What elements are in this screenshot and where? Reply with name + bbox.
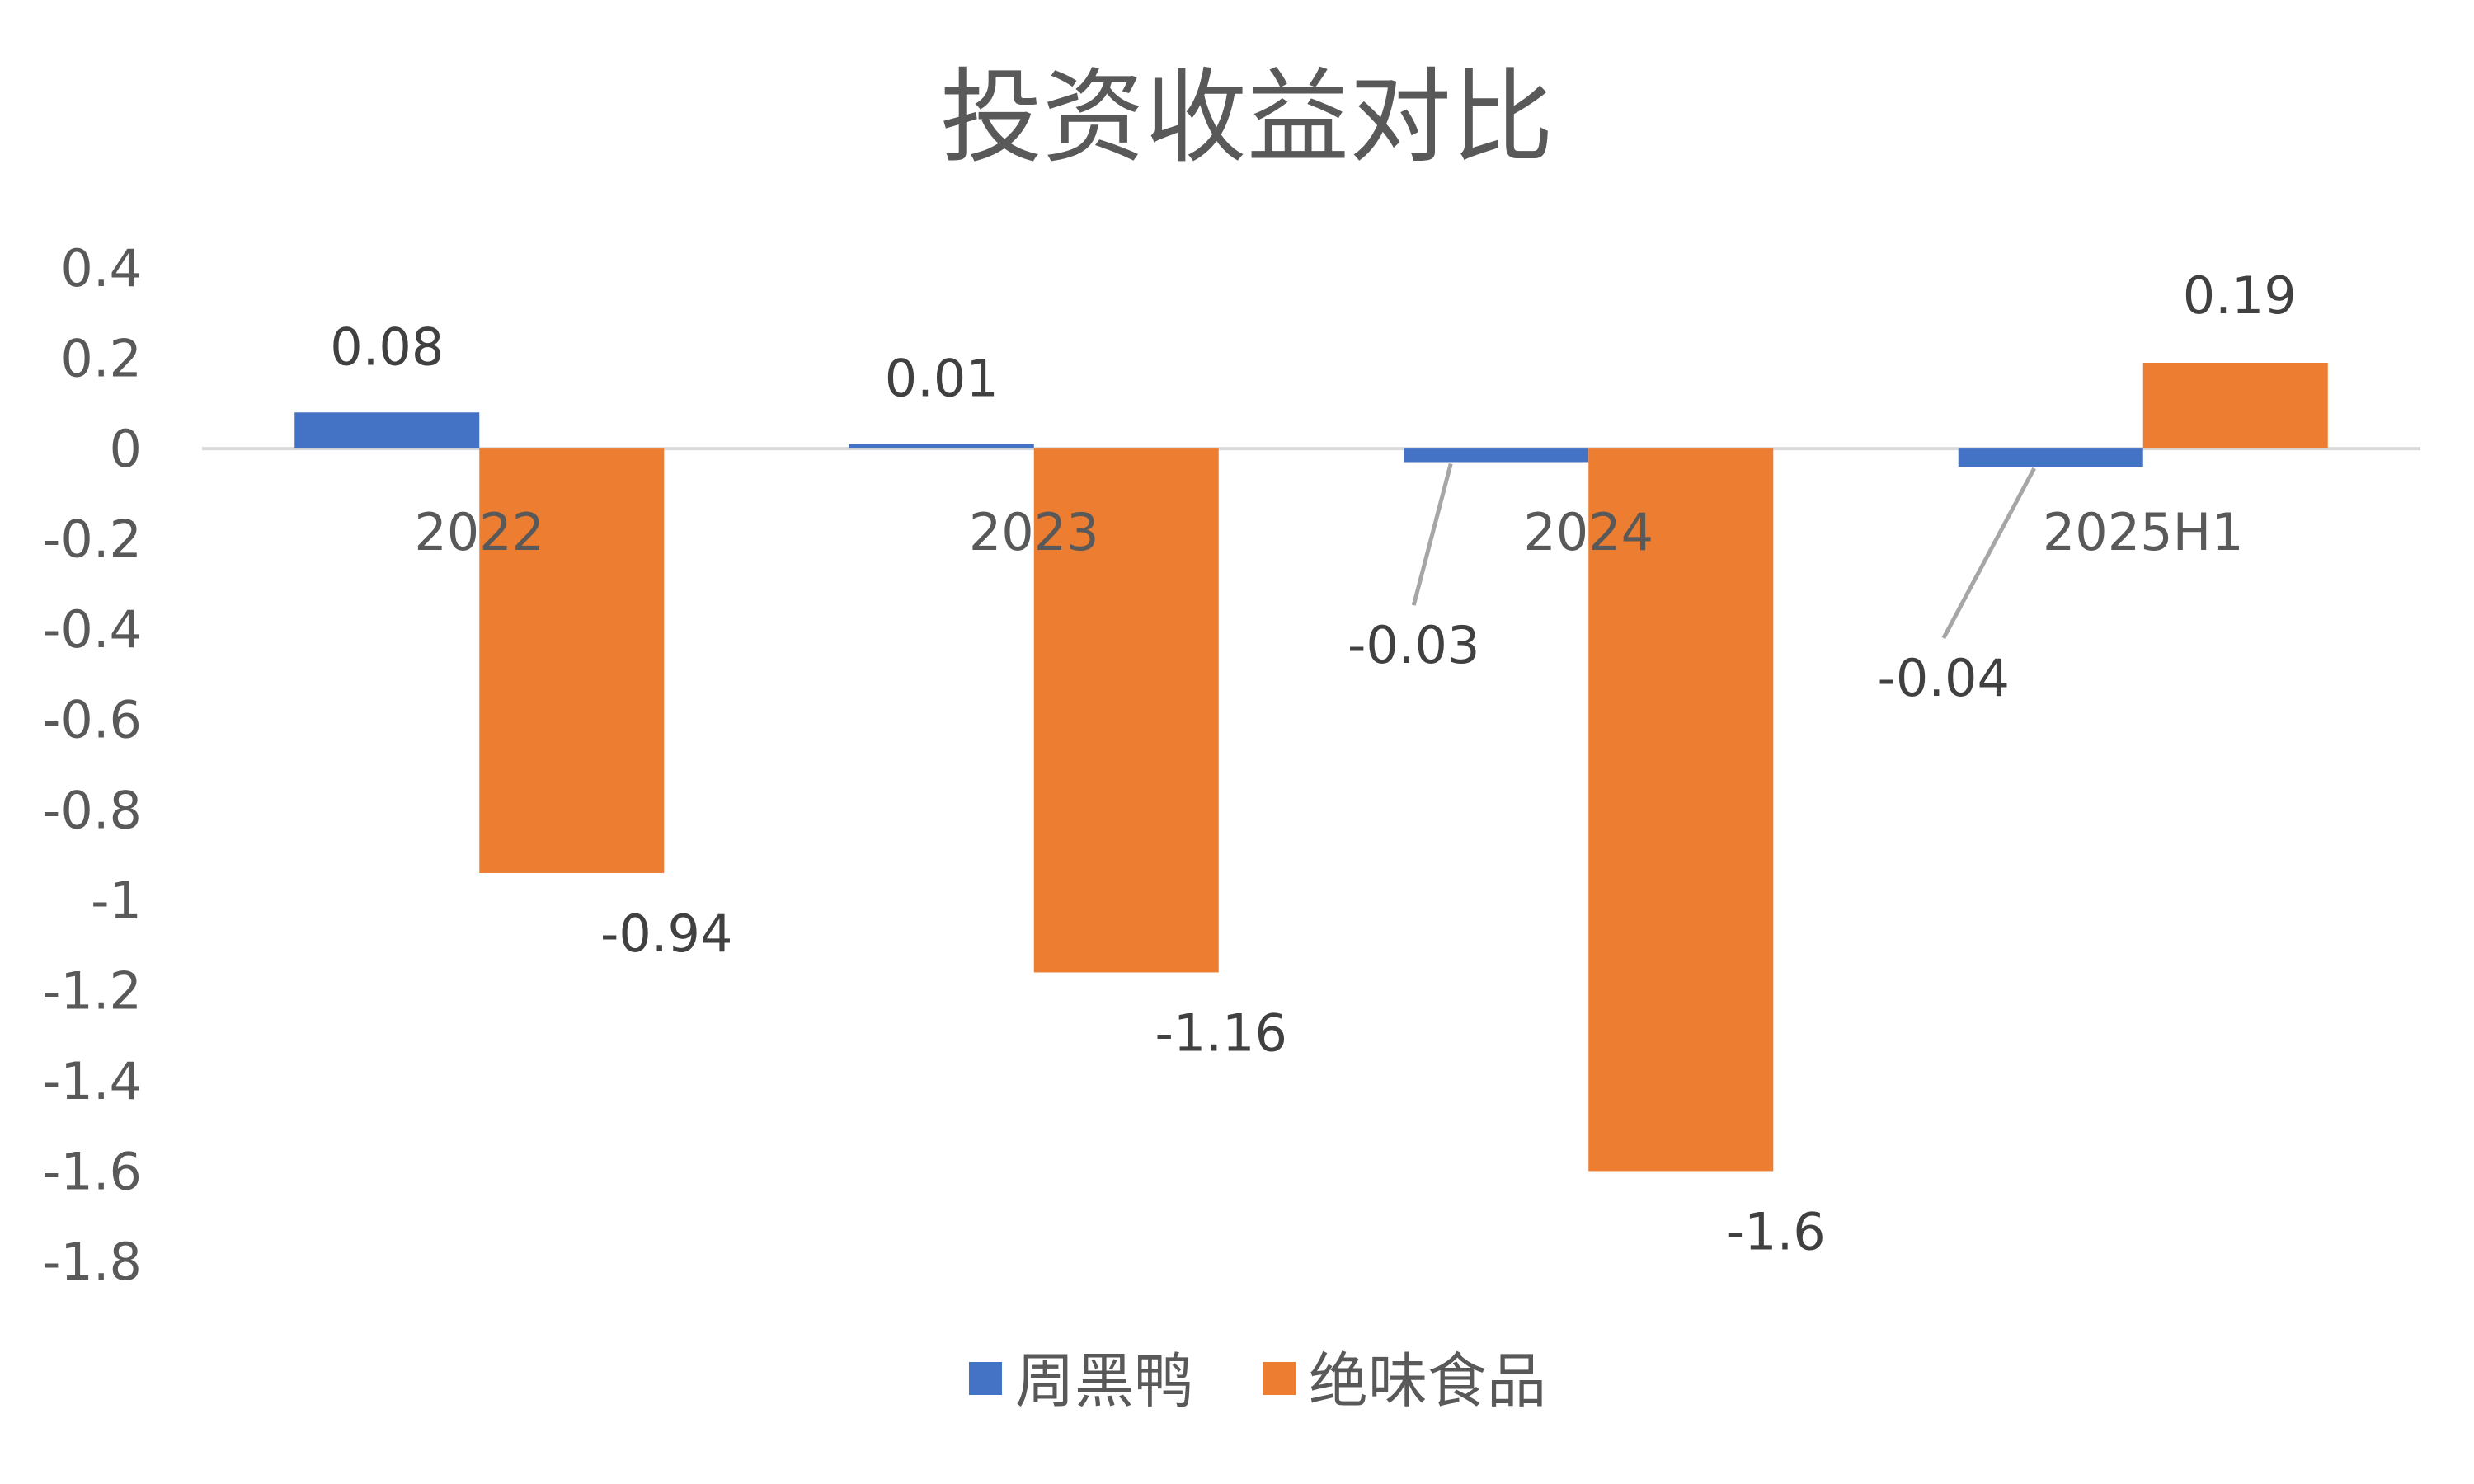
data-labels: 0.08 -0.94 0.01 -1.16 -0.03 -1.6 -0.04 0.19 xyxy=(330,265,2297,1261)
data-label: -0.94 xyxy=(600,904,732,964)
data-label: 0.08 xyxy=(330,317,444,377)
bar-juewei-2025H1 xyxy=(2142,363,2328,449)
y-tick-label: -0.6 xyxy=(42,690,142,750)
y-tick-label: -1.8 xyxy=(42,1232,142,1292)
y-tick-label: -1.4 xyxy=(42,1051,142,1111)
data-label: -0.03 xyxy=(1348,615,1479,675)
y-tick-label: 0.2 xyxy=(60,329,142,389)
data-label: 0.19 xyxy=(2183,265,2297,326)
category-label: 2024 xyxy=(1523,502,1653,562)
leader-line xyxy=(1411,463,1453,606)
category-label: 2025H1 xyxy=(2043,502,2244,562)
legend-label: 绝味食品 xyxy=(1309,1346,1546,1416)
bar-juewei-2022 xyxy=(479,448,665,873)
chart-title: 投资收益对比 xyxy=(940,59,1554,177)
bar-zhouheiya-2025H1 xyxy=(1958,448,2143,467)
y-axis: 0.4 0.2 0 -0.2 -0.4 -0.6 -0.8 -1 -1.2 -1.4 -1.6 -1.… xyxy=(42,238,142,1292)
legend-swatch xyxy=(969,1362,1002,1395)
category-label: 2022 xyxy=(414,502,544,562)
leader-line xyxy=(1941,467,2036,640)
legend-swatch xyxy=(1263,1362,1296,1395)
y-tick-label: -0.2 xyxy=(42,510,142,570)
data-label: -1.6 xyxy=(1726,1201,1826,1261)
y-tick-label: -1 xyxy=(91,871,142,931)
data-label: -0.04 xyxy=(1878,648,2010,708)
category-labels: 2022 2023 2024 2025H1 xyxy=(414,502,2243,562)
bar-juewei-2024 xyxy=(1588,448,1774,1172)
bar-zhouheiya-2022 xyxy=(294,412,480,449)
category-label: 2023 xyxy=(969,502,1099,562)
bar-zhouheiya-2024 xyxy=(1404,448,1589,463)
y-tick-label: -1.2 xyxy=(42,960,142,1021)
y-tick-label: -0.8 xyxy=(42,780,142,840)
y-tick-label: -1.6 xyxy=(42,1141,142,1201)
bars-group xyxy=(294,363,2328,1172)
data-label: -1.16 xyxy=(1155,1003,1287,1063)
bar-juewei-2023 xyxy=(1033,448,1219,973)
data-label: 0.01 xyxy=(885,349,999,409)
y-tick-label: -0.4 xyxy=(42,599,142,660)
legend: 周黑鸭 绝味食品 xyxy=(969,1346,1546,1416)
y-tick-label: 0.4 xyxy=(60,238,142,298)
legend-label: 周黑鸭 xyxy=(1015,1346,1193,1416)
y-tick-label: 0 xyxy=(110,419,142,479)
bar-zhouheiya-2023 xyxy=(849,444,1034,449)
